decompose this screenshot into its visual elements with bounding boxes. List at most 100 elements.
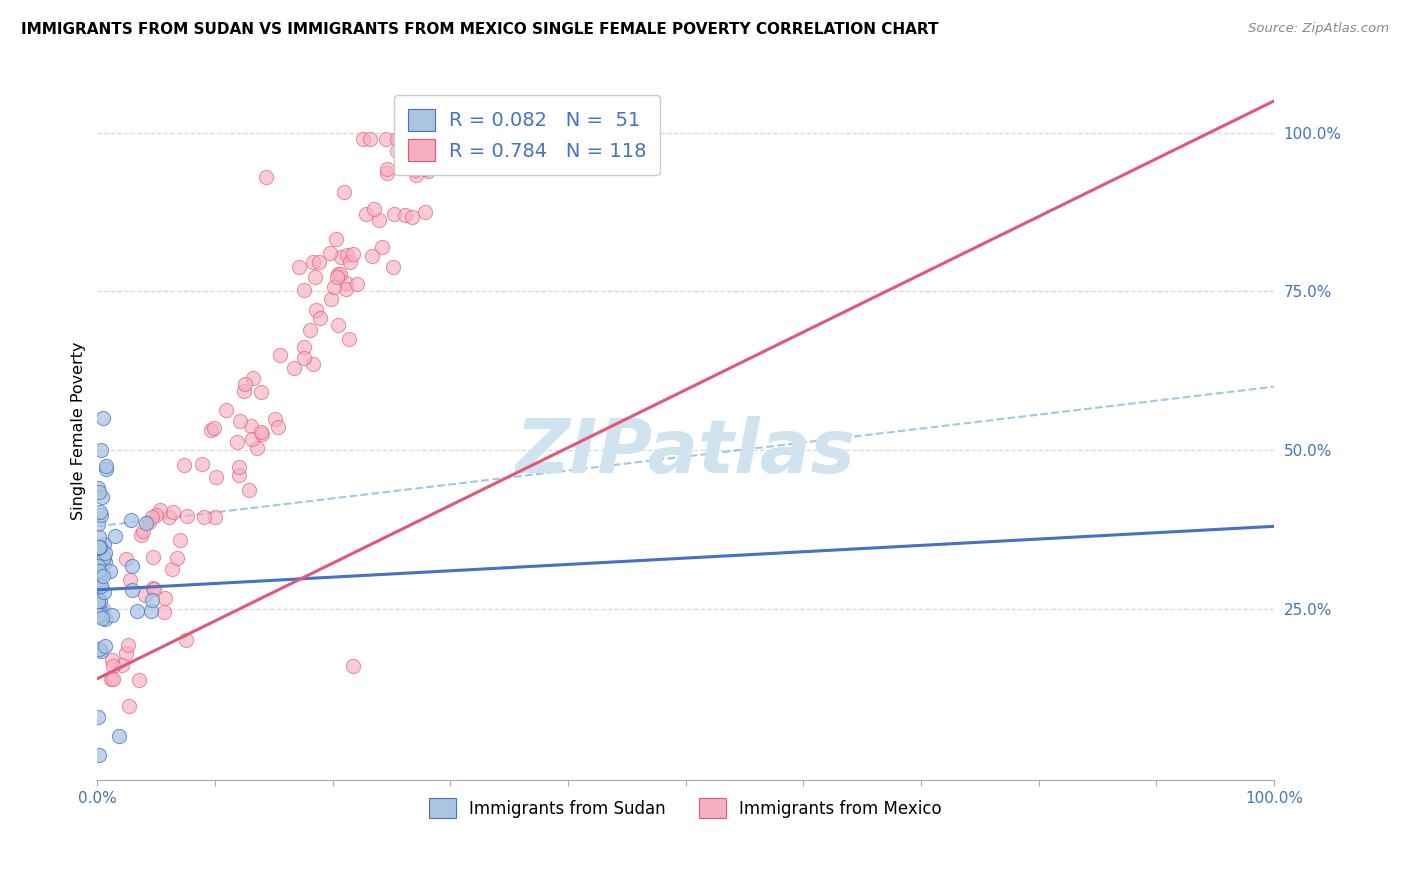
Point (90, 508, 112, 522)
Point (363, 202, 385, 217)
Point (127, 604, 149, 618)
Point (381, 260, 404, 274)
Point (342, 659, 364, 673)
Point (267, 420, 290, 434)
Point (385, 132, 408, 146)
Point (94, 555, 117, 569)
Point (111, 657, 134, 672)
Point (134, 588, 156, 602)
Point (138, 515, 160, 529)
Point (118, 573, 141, 587)
Text: Source: ZipAtlas.com: Source: ZipAtlas.com (1249, 22, 1389, 36)
Point (412, 132, 434, 146)
Point (121, 558, 143, 573)
Point (426, 132, 449, 146)
Point (91, 490, 114, 504)
Text: ZIPatlas: ZIPatlas (516, 416, 856, 489)
Point (87, 608, 110, 623)
Point (385, 144, 408, 158)
Point (141, 549, 163, 564)
Point (418, 132, 440, 146)
Point (301, 357, 323, 371)
Point (228, 460, 250, 475)
Y-axis label: Single Female Poverty: Single Female Poverty (72, 342, 86, 520)
Point (94, 459, 117, 474)
Point (359, 132, 381, 146)
Point (413, 205, 436, 219)
Point (166, 551, 188, 566)
Point (176, 509, 198, 524)
Point (304, 269, 326, 284)
Point (101, 653, 124, 667)
Point (436, 147, 458, 161)
Point (420, 132, 443, 146)
Point (394, 208, 416, 222)
Point (249, 384, 271, 399)
Point (117, 639, 139, 653)
Point (283, 361, 305, 376)
Point (384, 207, 406, 221)
Point (263, 412, 285, 426)
Point (87, 559, 110, 574)
Point (226, 435, 249, 450)
Point (93, 585, 115, 599)
Point (335, 282, 357, 296)
Point (141, 509, 163, 524)
Point (162, 505, 184, 519)
Point (103, 658, 125, 673)
Point (418, 163, 440, 178)
Point (204, 510, 226, 524)
Point (322, 279, 344, 293)
Point (352, 132, 374, 146)
Point (202, 421, 225, 435)
Point (411, 153, 433, 167)
Point (298, 323, 321, 337)
Point (89, 568, 111, 582)
Point (254, 170, 277, 185)
Point (405, 168, 427, 182)
Point (93, 549, 115, 564)
Point (173, 458, 195, 472)
Point (87, 599, 110, 614)
Point (174, 632, 197, 647)
Point (360, 249, 382, 263)
Point (128, 673, 150, 688)
Point (118, 699, 141, 714)
Point (89, 577, 111, 591)
Text: IMMIGRANTS FROM SUDAN VS IMMIGRANTS FROM MEXICO SINGLE FEMALE POVERTY CORRELATIO: IMMIGRANTS FROM SUDAN VS IMMIGRANTS FROM… (21, 22, 939, 37)
Point (229, 414, 252, 428)
Point (90, 644, 112, 658)
Point (89, 505, 111, 519)
Point (292, 341, 315, 355)
Point (94, 639, 117, 653)
Point (325, 232, 347, 246)
Point (371, 240, 394, 254)
Point (120, 513, 142, 527)
Point (252, 427, 274, 442)
Point (101, 607, 124, 622)
Point (90, 607, 112, 622)
Point (336, 248, 359, 262)
Point (367, 213, 389, 227)
Point (346, 277, 368, 291)
Point (238, 483, 260, 497)
Point (200, 423, 222, 437)
Point (87, 541, 110, 555)
Point (93, 602, 115, 616)
Point (89, 594, 111, 608)
Point (94, 462, 117, 476)
Point (139, 604, 162, 618)
Point (215, 402, 238, 417)
Point (339, 332, 361, 346)
Point (141, 592, 163, 607)
Point (153, 605, 176, 619)
Point (90, 604, 112, 618)
Point (328, 267, 350, 281)
Point (292, 351, 315, 366)
Point (91, 610, 114, 624)
Point (375, 132, 398, 146)
Point (94, 546, 117, 560)
Point (93, 537, 115, 551)
Point (423, 132, 446, 146)
Point (157, 509, 180, 524)
